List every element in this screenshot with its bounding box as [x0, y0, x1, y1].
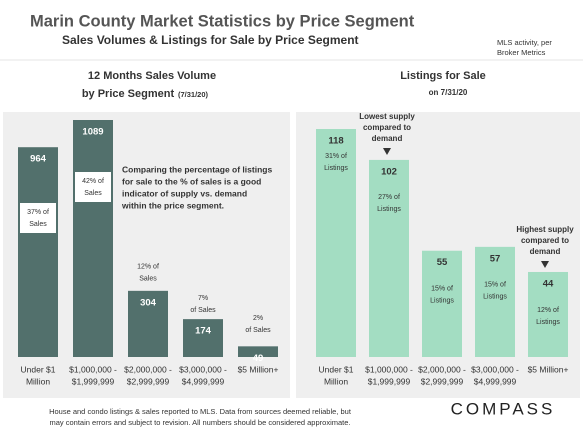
share-label: 42% of [82, 178, 104, 185]
x-tick-label: $1,000,000 - [69, 364, 117, 374]
share-label: Listings [430, 298, 454, 305]
bar [128, 290, 168, 357]
chart-title: 12 Months Sales Volume [88, 70, 216, 82]
annotation: demand [372, 134, 403, 143]
value-label: 304 [140, 297, 157, 308]
share-label: 2% [253, 315, 263, 322]
value-label: 49 [253, 353, 264, 364]
bar [422, 250, 462, 357]
x-tick-label: Under $1 [21, 364, 56, 374]
source-note: Broker Metrics [497, 48, 546, 57]
arrow [383, 148, 391, 155]
x-tick-label: $3,000,000 - [179, 364, 227, 374]
share-label: Listings [377, 206, 401, 213]
x-tick-label: $4,999,999 [182, 376, 225, 386]
annotation: Highest supply [516, 225, 574, 234]
value-label: 1089 [82, 127, 103, 138]
share-label: of Sales [190, 307, 216, 314]
page-subtitle: Sales Volumes & Listings for Sale by Pri… [62, 33, 359, 47]
bar [475, 246, 515, 357]
x-tick-label: $5 Million+ [238, 364, 279, 374]
chart-title: by Price Segment [82, 88, 175, 100]
logo: COMPASS [451, 399, 556, 418]
x-tick-label: $1,000,000 - [365, 364, 413, 374]
bar [18, 147, 58, 357]
x-tick-label: $2,000,000 - [418, 364, 466, 374]
annotation: within the price segment. [121, 200, 224, 210]
x-tick-label: $2,999,999 [421, 376, 464, 386]
value-label: 55 [437, 257, 448, 268]
share-label: 7% [198, 295, 208, 302]
bar [183, 319, 223, 357]
share-label: of Sales [245, 327, 271, 334]
footer: House and condo listings & sales reporte… [49, 407, 352, 416]
x-tick-label: $2,999,999 [127, 376, 170, 386]
share-label: 15% of [484, 282, 506, 289]
chart-date: (7/31/20) [178, 90, 209, 99]
arrow [541, 261, 549, 268]
share-label: 37% of [27, 209, 49, 216]
page-title: Marin County Market Statistics by Price … [30, 12, 415, 30]
share-label: Listings [536, 319, 560, 326]
x-tick-label: Under $1 [319, 364, 354, 374]
share-label: 12% of [537, 307, 559, 314]
annotation: demand [530, 247, 561, 256]
share-label: Listings [483, 294, 507, 301]
annotation: compared to [521, 236, 569, 245]
value-label: 118 [328, 136, 343, 147]
chart-title: Listings for Sale [400, 70, 486, 82]
x-tick-label: $5 Million+ [528, 364, 569, 374]
value-label: 57 [490, 253, 501, 264]
annotation: for sale to the % of sales is a good [122, 176, 261, 186]
x-tick-label: Million [324, 376, 348, 386]
chart-title: on 7/31/20 [429, 88, 468, 97]
share-label: 27% of [378, 194, 400, 201]
x-tick-label: $1,999,999 [368, 376, 411, 386]
share-label: 15% of [431, 286, 453, 293]
label-box [20, 203, 56, 233]
share-label: Sales [29, 221, 47, 228]
share-label: Sales [139, 276, 157, 283]
bar [316, 129, 356, 357]
bar [73, 120, 113, 357]
share-label: Listings [324, 165, 348, 172]
x-tick-label: Million [26, 376, 50, 386]
annotation: compared to [363, 123, 411, 132]
value-label: 964 [30, 154, 47, 165]
annotation: indicator of supply vs. demand [122, 188, 247, 198]
bar [528, 271, 568, 357]
value-label: 174 [195, 326, 212, 337]
x-tick-label: $3,000,000 - [471, 364, 519, 374]
bar [369, 159, 409, 357]
share-label: Sales [84, 190, 102, 197]
bar [238, 346, 278, 357]
value-label: 102 [381, 166, 397, 177]
x-tick-label: $1,999,999 [72, 376, 115, 386]
x-tick-label: $4,999,999 [474, 376, 517, 386]
label-box [75, 172, 111, 202]
value-label: 44 [543, 278, 554, 289]
annotation: Lowest supply [359, 112, 415, 121]
share-label: 31% of [325, 153, 347, 160]
source-note: MLS activity, per [497, 38, 552, 47]
annotation: Comparing the percentage of listings [122, 164, 272, 174]
share-label: 12% of [137, 264, 159, 271]
x-tick-label: $2,000,000 - [124, 364, 172, 374]
footer: may contain errors and subject to revisi… [50, 418, 351, 427]
